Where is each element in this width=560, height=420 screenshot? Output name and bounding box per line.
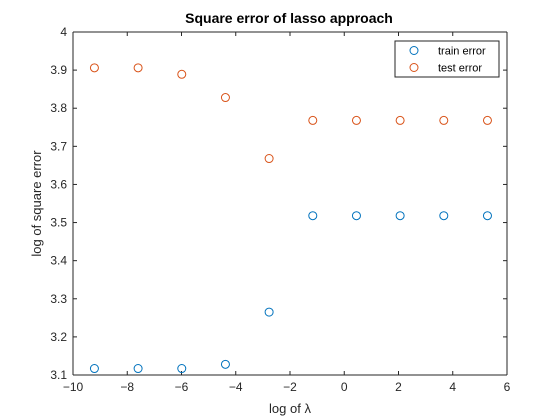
legend-label-train-error: train error [438, 46, 486, 58]
y-tick-label: 3.3 [50, 292, 67, 306]
y-tick-label: 3.5 [50, 216, 67, 230]
x-tick-label: −4 [229, 380, 243, 394]
data-point-test-error [177, 69, 187, 79]
x-axis-label: log of λ [269, 401, 311, 416]
x-tick-label: 2 [395, 380, 402, 394]
data-markers [89, 63, 492, 374]
data-point-test-error [220, 93, 230, 103]
y-tick-label: 3.4 [50, 254, 67, 268]
legend-marker-test-error [409, 63, 419, 72]
plot-area [73, 32, 507, 375]
legend-marker-train-error [409, 46, 419, 55]
y-tick-label: 3.6 [50, 177, 67, 191]
data-point-test-error [133, 63, 143, 73]
ticks: −10 −8 −6 −4 −2 0 2 4 6 3.1 3.2 3.3 3.4 3.5 3.6 3.7 3.8 3… [50, 25, 510, 394]
x-tick-label: −6 [175, 380, 189, 394]
data-point-train-error [177, 364, 187, 374]
x-tick-label: −8 [120, 380, 134, 394]
x-tick-label: −2 [283, 380, 297, 394]
data-point-train-error [220, 359, 230, 369]
data-point-train-error [482, 211, 492, 221]
x-tick-label: −10 [63, 380, 84, 394]
y-tick-label: 3.1 [50, 368, 67, 382]
y-axis-label: log of square error [29, 150, 44, 257]
data-point-train-error [351, 211, 361, 221]
data-point-test-error [308, 115, 318, 125]
y-tick-label: 3.9 [50, 63, 67, 77]
data-point-test-error [482, 115, 492, 125]
x-tick-label: 6 [504, 380, 511, 394]
data-point-test-error [395, 115, 405, 125]
data-point-test-error [264, 154, 274, 164]
y-tick-label: 3.8 [50, 101, 67, 115]
data-point-test-error [89, 63, 99, 73]
data-point-test-error [351, 115, 361, 125]
y-tick-label: 3.7 [50, 139, 67, 153]
data-point-train-error [395, 211, 405, 221]
data-point-train-error [264, 307, 274, 317]
legend: train error test error [394, 40, 500, 78]
data-point-train-error [439, 211, 449, 221]
data-point-train-error [308, 211, 318, 221]
y-tick-label: 3.2 [50, 330, 67, 344]
x-tick-label: 4 [449, 380, 456, 394]
data-point-train-error [89, 364, 99, 374]
chart-title: Square error of lasso approach [185, 10, 393, 26]
y-tick-label: 4 [60, 25, 67, 39]
x-tick-label: 0 [341, 380, 348, 394]
data-point-train-error [133, 364, 143, 374]
data-point-test-error [439, 115, 449, 125]
legend-label-test-error: test error [438, 63, 482, 75]
